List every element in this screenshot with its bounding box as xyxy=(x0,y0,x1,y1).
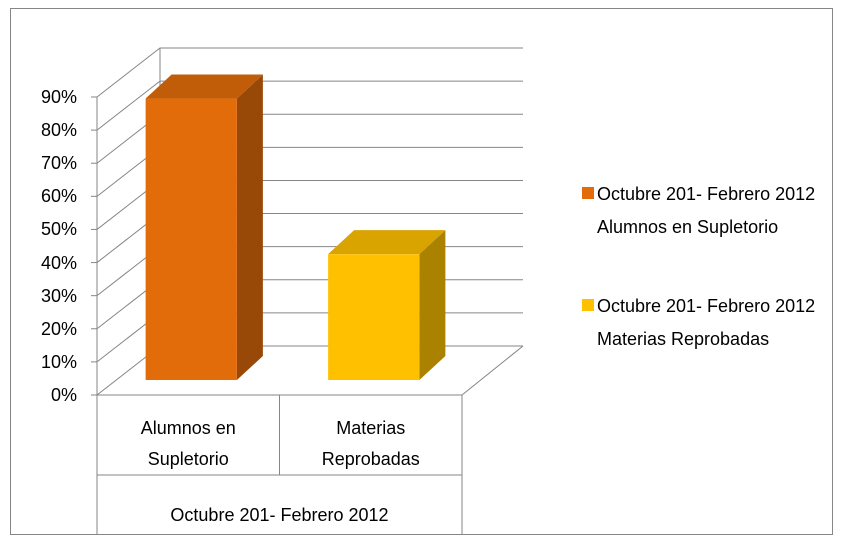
y-tick-label: 10% xyxy=(40,351,77,372)
y-tick-label: 40% xyxy=(40,252,77,273)
x-tick-label: Alumnos en Supletorio xyxy=(140,418,236,469)
y-tick-label: 50% xyxy=(40,219,77,240)
bar xyxy=(145,74,263,381)
y-tick-label: 70% xyxy=(40,153,77,174)
y-tick-label: 30% xyxy=(40,285,77,306)
y-tick-label: 0% xyxy=(50,385,77,405)
bar-top xyxy=(145,74,263,99)
bar-side xyxy=(419,230,446,380)
y-tick-label: 20% xyxy=(40,318,77,339)
bar-front xyxy=(328,254,420,380)
y-tick-label: 80% xyxy=(40,120,77,141)
legend-swatch xyxy=(582,299,594,311)
y-tick-label: 60% xyxy=(40,186,77,207)
legend-label: Octubre 201- Febrero 2012 Materias Repro… xyxy=(597,296,826,349)
grid-line xyxy=(96,80,523,131)
legend-swatch xyxy=(582,187,594,199)
bar xyxy=(328,230,446,380)
bar-front xyxy=(145,98,237,381)
category-group-label: Octubre 201- Febrero 2012 xyxy=(170,505,389,525)
grid-line xyxy=(96,47,523,98)
legend-label: Octubre 201- Febrero 2012 Alumnos en Sup… xyxy=(597,184,825,237)
y-tick-label: 90% xyxy=(40,87,77,107)
x-tick-label: Materias Reprobadas xyxy=(321,418,420,469)
bar-top xyxy=(328,230,446,255)
bar-side xyxy=(236,74,263,381)
